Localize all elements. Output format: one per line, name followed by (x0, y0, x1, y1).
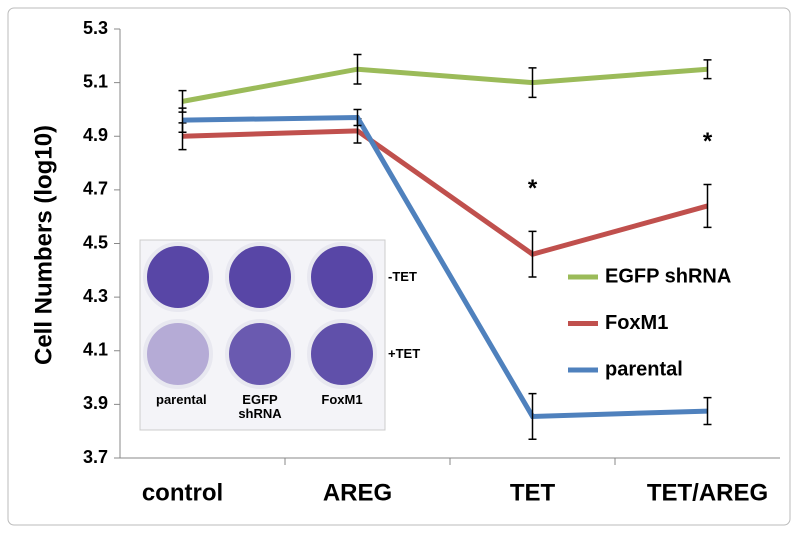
y-tick-label: 4.1 (83, 340, 108, 360)
inset-column-label: EGFP shRNA (238, 392, 282, 421)
error-bar (703, 183, 712, 229)
annotation: * (528, 175, 538, 202)
inset-column-label: FoxM1 (321, 392, 363, 407)
error-bar (178, 107, 187, 133)
y-tick-label: 4.7 (83, 179, 108, 199)
series-line (182, 114, 708, 419)
x-tick-label: control (142, 479, 223, 506)
error-bar (353, 53, 362, 85)
plate (143, 242, 213, 312)
y-tick-label: 3.7 (83, 447, 108, 467)
inset-column-label: parental (156, 392, 207, 407)
error-bar (353, 108, 362, 127)
inset (139, 239, 386, 431)
x-tick-label: AREG (323, 479, 392, 506)
legend-label: parental (605, 358, 683, 380)
y-axis-title: Cell Numbers (log10) (30, 125, 57, 365)
error-bar (528, 230, 537, 278)
series-line (182, 128, 709, 257)
inset-row-label: +TET (388, 346, 421, 361)
plate (225, 242, 295, 312)
error-bar (528, 67, 537, 99)
y-tick-label: 3.9 (83, 393, 108, 413)
plate (307, 319, 377, 389)
y-tick-label: 4.3 (83, 286, 108, 306)
annotation: * (703, 128, 713, 155)
legend-label: FoxM1 (605, 312, 668, 334)
legend-label: EGFP shRNA (605, 265, 731, 287)
plate (143, 319, 213, 389)
series-line (182, 66, 708, 104)
y-tick-label: 4.5 (83, 232, 108, 252)
plate (307, 242, 377, 312)
y-tick-label: 5.1 (83, 71, 108, 91)
frame (7, 7, 791, 526)
x-tick-label: TET/AREG (647, 479, 768, 506)
error-bar (528, 392, 537, 440)
error-bar (703, 396, 712, 426)
error-bar (703, 59, 712, 80)
y-tick-label: 4.9 (83, 125, 108, 145)
plate (225, 319, 295, 389)
x-tick-label: TET (510, 479, 556, 506)
inset-row-label: -TET (388, 269, 417, 284)
y-tick-label: 5.3 (83, 18, 108, 38)
